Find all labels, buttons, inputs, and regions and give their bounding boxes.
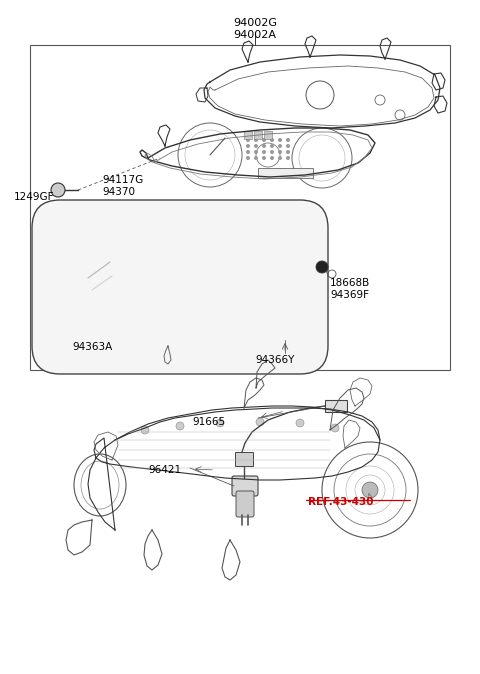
Bar xyxy=(264,131,272,139)
Text: 94366Y: 94366Y xyxy=(255,355,294,365)
Circle shape xyxy=(296,419,304,427)
Text: 18668B: 18668B xyxy=(330,278,370,288)
Bar xyxy=(325,400,347,412)
Circle shape xyxy=(254,150,258,154)
Circle shape xyxy=(286,138,290,142)
Text: 94370: 94370 xyxy=(102,187,135,197)
Text: 94002G: 94002G xyxy=(233,18,277,28)
Circle shape xyxy=(254,144,258,148)
Circle shape xyxy=(246,144,250,148)
Circle shape xyxy=(141,426,149,434)
Circle shape xyxy=(278,156,282,160)
Bar xyxy=(30,45,450,370)
Circle shape xyxy=(262,138,266,142)
Circle shape xyxy=(254,156,258,160)
Text: 94363A: 94363A xyxy=(72,342,112,352)
Bar xyxy=(235,452,253,466)
Text: 91665: 91665 xyxy=(192,417,225,427)
Circle shape xyxy=(362,482,378,498)
Bar xyxy=(254,131,262,139)
Circle shape xyxy=(316,261,328,273)
Text: REF.43-430: REF.43-430 xyxy=(308,497,373,507)
Circle shape xyxy=(262,156,266,160)
Text: 1249GF: 1249GF xyxy=(14,192,55,202)
Circle shape xyxy=(331,424,339,432)
Circle shape xyxy=(256,418,264,426)
FancyBboxPatch shape xyxy=(32,200,328,374)
Text: 94369F: 94369F xyxy=(330,290,369,300)
Circle shape xyxy=(51,183,65,197)
Circle shape xyxy=(262,144,266,148)
Circle shape xyxy=(278,144,282,148)
Circle shape xyxy=(176,422,184,430)
Circle shape xyxy=(246,156,250,160)
Text: 94002A: 94002A xyxy=(233,30,276,40)
Circle shape xyxy=(262,150,266,154)
Text: 94117G: 94117G xyxy=(102,175,143,185)
Bar xyxy=(244,131,252,139)
Circle shape xyxy=(254,138,258,142)
Circle shape xyxy=(286,150,290,154)
Circle shape xyxy=(286,144,290,148)
Circle shape xyxy=(216,419,224,427)
Circle shape xyxy=(270,150,274,154)
Circle shape xyxy=(270,144,274,148)
Bar xyxy=(258,168,313,178)
Circle shape xyxy=(270,138,274,142)
Circle shape xyxy=(246,150,250,154)
Circle shape xyxy=(286,156,290,160)
Circle shape xyxy=(278,138,282,142)
Circle shape xyxy=(246,138,250,142)
FancyBboxPatch shape xyxy=(236,491,254,517)
Text: 96421: 96421 xyxy=(148,465,181,475)
Circle shape xyxy=(270,156,274,160)
FancyBboxPatch shape xyxy=(232,476,258,496)
Circle shape xyxy=(278,150,282,154)
